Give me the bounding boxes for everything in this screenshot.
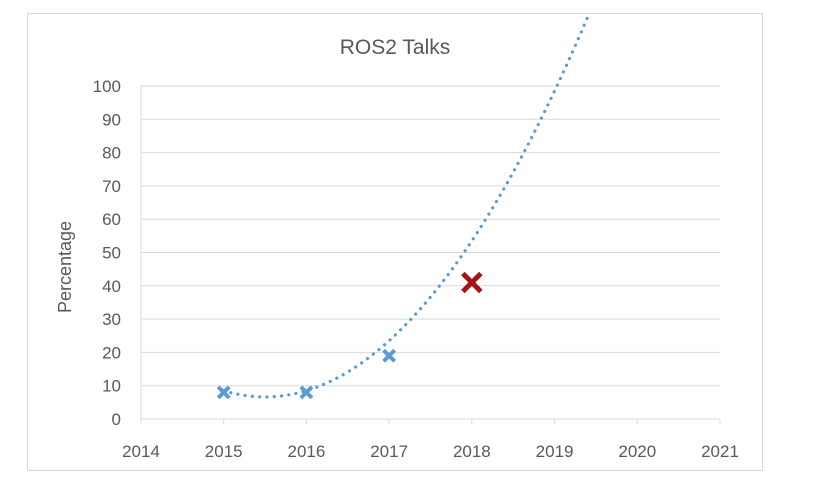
y-tick-labels: 0 10 20 30 40 50 60 70 80 90 100 [93,77,121,429]
y-tick-label: 90 [102,110,121,129]
x-tick-labels: 2014 2015 2016 2017 2018 2019 2020 2021 [122,442,739,461]
chart-title: ROS2 Talks [340,36,451,59]
y-tick-label: 70 [102,177,121,196]
x-tick-label: 2016 [288,442,326,461]
chart-frame: ROS2 Talks Percentage 0 10 20 30 40 50 60 70 80 9… [27,13,763,471]
x-tick-label: 2015 [205,442,243,461]
y-tick-label: 100 [93,77,121,96]
y-tick-label: 10 [102,377,121,396]
y-tick-label: 20 [102,343,121,362]
x-tick-label: 2014 [122,442,160,461]
data-point-2018 [461,271,483,294]
data-markers [216,271,483,400]
x-tick-label: 2018 [453,442,491,461]
axes [140,86,721,424]
gridlines [141,85,720,387]
x-tick-label: 2020 [618,442,656,461]
y-tick-label: 40 [102,277,121,296]
x-tick-label: 2017 [370,442,408,461]
y-axis-title: Percentage [55,221,75,313]
chart-svg: ROS2 Talks Percentage 0 10 20 30 40 50 60 70 80 9… [55,14,739,461]
data-point-2017 [382,348,397,363]
data-point-2016 [299,385,314,400]
trendline-layer [222,14,591,399]
y-tick-label: 0 [112,410,121,429]
y-tick-label: 60 [102,210,121,229]
x-tick-label: 2019 [536,442,574,461]
x-tick-label: 2021 [701,442,739,461]
y-tick-label: 30 [102,310,121,329]
trendline [222,14,591,399]
y-tick-label: 80 [102,144,121,163]
data-point-2015 [216,385,231,400]
y-tick-label: 50 [102,244,121,263]
